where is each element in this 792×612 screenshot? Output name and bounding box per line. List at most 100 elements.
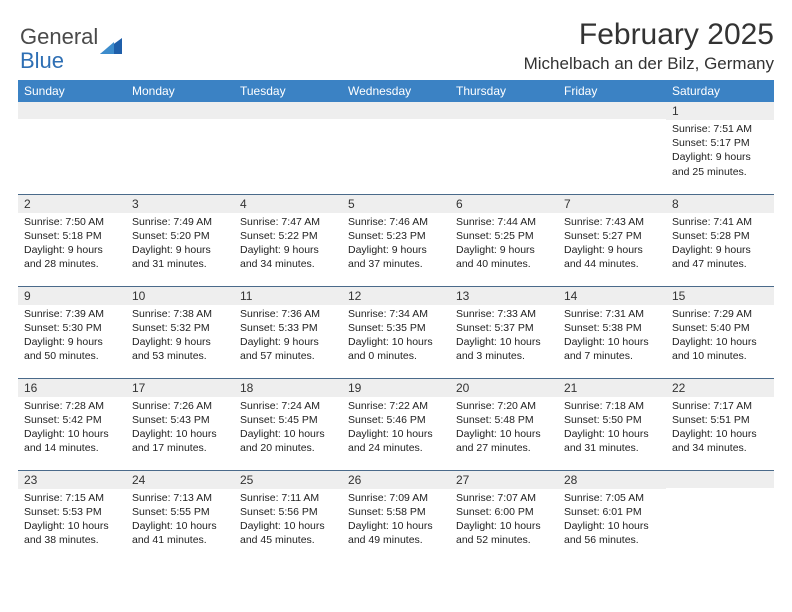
calendar-day-cell (126, 102, 234, 194)
logo-line2: Blue (20, 50, 64, 72)
day-number: 6 (450, 195, 558, 213)
day-details: Sunrise: 7:28 AMSunset: 5:42 PMDaylight:… (18, 397, 126, 460)
calendar-day-cell: 27Sunrise: 7:07 AMSunset: 6:00 PMDayligh… (450, 470, 558, 562)
calendar-day-cell: 11Sunrise: 7:36 AMSunset: 5:33 PMDayligh… (234, 286, 342, 378)
day-details: Sunrise: 7:22 AMSunset: 5:46 PMDaylight:… (342, 397, 450, 460)
day-number: 28 (558, 471, 666, 489)
day-number (666, 471, 774, 488)
day-number (18, 102, 126, 119)
day-number: 25 (234, 471, 342, 489)
calendar-day-cell (342, 102, 450, 194)
day-number: 3 (126, 195, 234, 213)
day-number: 26 (342, 471, 450, 489)
day-number: 12 (342, 287, 450, 305)
day-details: Sunrise: 7:47 AMSunset: 5:22 PMDaylight:… (234, 213, 342, 276)
weekday-header: Friday (558, 80, 666, 102)
day-number: 17 (126, 379, 234, 397)
calendar-day-cell: 3Sunrise: 7:49 AMSunset: 5:20 PMDaylight… (126, 194, 234, 286)
day-details: Sunrise: 7:34 AMSunset: 5:35 PMDaylight:… (342, 305, 450, 368)
day-details: Sunrise: 7:33 AMSunset: 5:37 PMDaylight:… (450, 305, 558, 368)
calendar-day-cell: 8Sunrise: 7:41 AMSunset: 5:28 PMDaylight… (666, 194, 774, 286)
day-number: 23 (18, 471, 126, 489)
calendar-day-cell: 10Sunrise: 7:38 AMSunset: 5:32 PMDayligh… (126, 286, 234, 378)
day-number (450, 102, 558, 119)
logo-text-block: General Blue (20, 26, 98, 72)
day-details: Sunrise: 7:26 AMSunset: 5:43 PMDaylight:… (126, 397, 234, 460)
calendar-page: General Blue February 2025 Michelbach an… (0, 0, 792, 562)
calendar-day-cell: 4Sunrise: 7:47 AMSunset: 5:22 PMDaylight… (234, 194, 342, 286)
day-details: Sunrise: 7:13 AMSunset: 5:55 PMDaylight:… (126, 489, 234, 552)
day-details (450, 119, 558, 125)
day-details: Sunrise: 7:39 AMSunset: 5:30 PMDaylight:… (18, 305, 126, 368)
day-number: 4 (234, 195, 342, 213)
day-details: Sunrise: 7:36 AMSunset: 5:33 PMDaylight:… (234, 305, 342, 368)
day-number: 18 (234, 379, 342, 397)
day-number: 2 (18, 195, 126, 213)
day-details (234, 119, 342, 125)
calendar-day-cell (18, 102, 126, 194)
day-details: Sunrise: 7:38 AMSunset: 5:32 PMDaylight:… (126, 305, 234, 368)
calendar-day-cell: 15Sunrise: 7:29 AMSunset: 5:40 PMDayligh… (666, 286, 774, 378)
weekday-header: Saturday (666, 80, 774, 102)
day-number: 8 (666, 195, 774, 213)
weekday-header: Wednesday (342, 80, 450, 102)
day-details: Sunrise: 7:17 AMSunset: 5:51 PMDaylight:… (666, 397, 774, 460)
calendar-week-row: 2Sunrise: 7:50 AMSunset: 5:18 PMDaylight… (18, 194, 774, 286)
calendar-day-cell: 16Sunrise: 7:28 AMSunset: 5:42 PMDayligh… (18, 378, 126, 470)
calendar-day-cell: 19Sunrise: 7:22 AMSunset: 5:46 PMDayligh… (342, 378, 450, 470)
day-details: Sunrise: 7:44 AMSunset: 5:25 PMDaylight:… (450, 213, 558, 276)
day-number: 5 (342, 195, 450, 213)
day-details: Sunrise: 7:50 AMSunset: 5:18 PMDaylight:… (18, 213, 126, 276)
day-details: Sunrise: 7:07 AMSunset: 6:00 PMDaylight:… (450, 489, 558, 552)
calendar-day-cell (234, 102, 342, 194)
calendar-week-row: 1Sunrise: 7:51 AMSunset: 5:17 PMDaylight… (18, 102, 774, 194)
day-details: Sunrise: 7:05 AMSunset: 6:01 PMDaylight:… (558, 489, 666, 552)
calendar-day-cell: 9Sunrise: 7:39 AMSunset: 5:30 PMDaylight… (18, 286, 126, 378)
calendar-day-cell: 20Sunrise: 7:20 AMSunset: 5:48 PMDayligh… (450, 378, 558, 470)
day-details (342, 119, 450, 125)
day-number: 13 (450, 287, 558, 305)
calendar-day-cell: 18Sunrise: 7:24 AMSunset: 5:45 PMDayligh… (234, 378, 342, 470)
day-number: 20 (450, 379, 558, 397)
day-number: 9 (18, 287, 126, 305)
calendar-day-cell (666, 470, 774, 562)
day-details: Sunrise: 7:49 AMSunset: 5:20 PMDaylight:… (126, 213, 234, 276)
day-details: Sunrise: 7:31 AMSunset: 5:38 PMDaylight:… (558, 305, 666, 368)
title-block: February 2025 Michelbach an der Bilz, Ge… (524, 18, 774, 74)
day-number (342, 102, 450, 119)
calendar-day-cell: 23Sunrise: 7:15 AMSunset: 5:53 PMDayligh… (18, 470, 126, 562)
day-details: Sunrise: 7:43 AMSunset: 5:27 PMDaylight:… (558, 213, 666, 276)
month-title: February 2025 (524, 18, 774, 52)
day-number: 15 (666, 287, 774, 305)
logo-triangle-icon (100, 36, 124, 63)
weekday-header: Thursday (450, 80, 558, 102)
calendar-day-cell: 17Sunrise: 7:26 AMSunset: 5:43 PMDayligh… (126, 378, 234, 470)
day-details (558, 119, 666, 125)
day-number: 11 (234, 287, 342, 305)
calendar-day-cell: 2Sunrise: 7:50 AMSunset: 5:18 PMDaylight… (18, 194, 126, 286)
calendar-day-cell: 28Sunrise: 7:05 AMSunset: 6:01 PMDayligh… (558, 470, 666, 562)
day-number: 16 (18, 379, 126, 397)
day-number (126, 102, 234, 119)
day-details: Sunrise: 7:29 AMSunset: 5:40 PMDaylight:… (666, 305, 774, 368)
calendar-day-cell: 5Sunrise: 7:46 AMSunset: 5:23 PMDaylight… (342, 194, 450, 286)
day-details: Sunrise: 7:24 AMSunset: 5:45 PMDaylight:… (234, 397, 342, 460)
calendar-day-cell: 22Sunrise: 7:17 AMSunset: 5:51 PMDayligh… (666, 378, 774, 470)
day-number: 21 (558, 379, 666, 397)
weekday-header: Tuesday (234, 80, 342, 102)
calendar-day-cell: 6Sunrise: 7:44 AMSunset: 5:25 PMDaylight… (450, 194, 558, 286)
calendar-day-cell (450, 102, 558, 194)
calendar-day-cell: 24Sunrise: 7:13 AMSunset: 5:55 PMDayligh… (126, 470, 234, 562)
day-details (126, 119, 234, 125)
day-details: Sunrise: 7:46 AMSunset: 5:23 PMDaylight:… (342, 213, 450, 276)
day-details (18, 119, 126, 125)
weekday-header-row: Sunday Monday Tuesday Wednesday Thursday… (18, 80, 774, 102)
day-number: 27 (450, 471, 558, 489)
day-details: Sunrise: 7:09 AMSunset: 5:58 PMDaylight:… (342, 489, 450, 552)
weekday-header: Sunday (18, 80, 126, 102)
day-number: 14 (558, 287, 666, 305)
calendar-week-row: 16Sunrise: 7:28 AMSunset: 5:42 PMDayligh… (18, 378, 774, 470)
day-number: 7 (558, 195, 666, 213)
calendar-day-cell: 12Sunrise: 7:34 AMSunset: 5:35 PMDayligh… (342, 286, 450, 378)
day-details: Sunrise: 7:15 AMSunset: 5:53 PMDaylight:… (18, 489, 126, 552)
